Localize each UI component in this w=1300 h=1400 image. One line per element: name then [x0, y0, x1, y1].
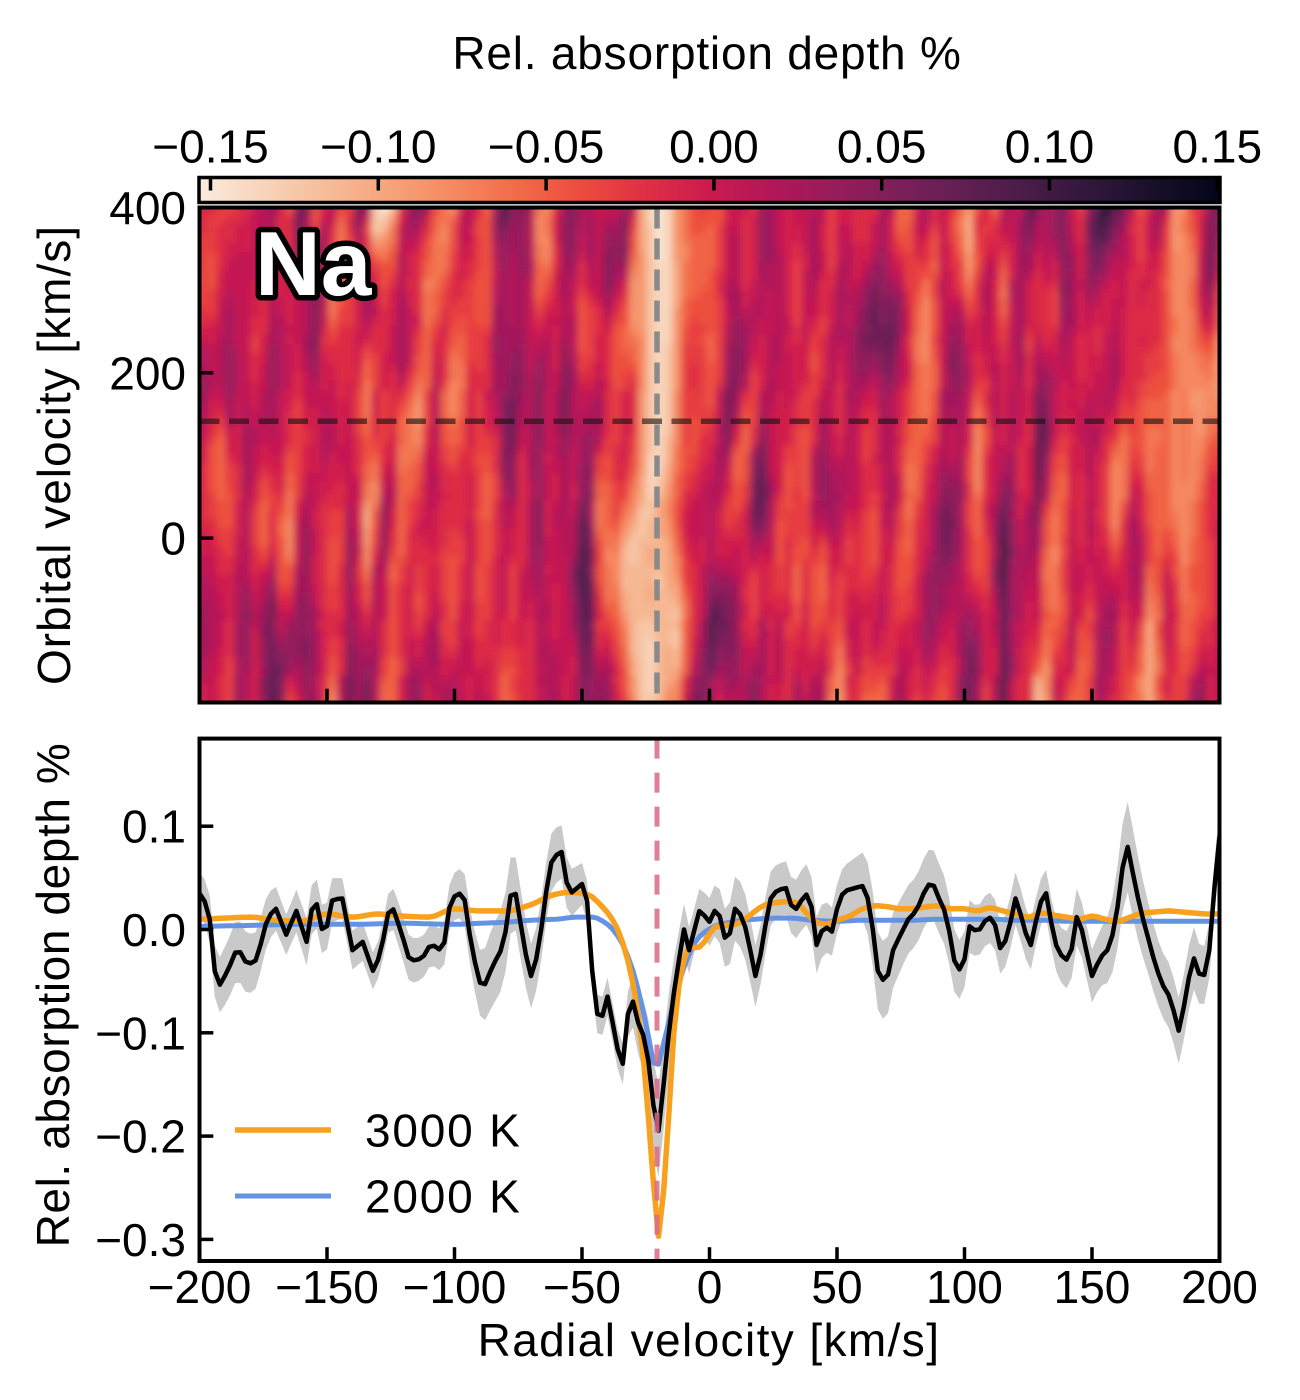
- svg-text:0.00: 0.00: [669, 121, 759, 173]
- svg-text:0.0: 0.0: [122, 904, 186, 956]
- svg-text:−0.15: −0.15: [152, 121, 268, 173]
- svg-text:0.05: 0.05: [837, 121, 927, 173]
- svg-text:3000 K: 3000 K: [365, 1105, 522, 1157]
- svg-text:200: 200: [109, 347, 186, 399]
- svg-text:150: 150: [1054, 1261, 1131, 1313]
- svg-text:−50: −50: [543, 1261, 621, 1313]
- svg-text:200: 200: [1181, 1261, 1258, 1313]
- svg-text:0: 0: [697, 1261, 723, 1313]
- svg-text:Na: Na: [255, 214, 373, 315]
- svg-text:Rel. absorption depth %: Rel. absorption depth %: [27, 743, 79, 1248]
- svg-text:0.10: 0.10: [1005, 121, 1095, 173]
- svg-text:−200: −200: [148, 1261, 252, 1313]
- svg-text:−150: −150: [275, 1261, 379, 1313]
- svg-text:Rel. absorption depth %: Rel. absorption depth %: [452, 27, 961, 79]
- svg-text:2000 K: 2000 K: [365, 1171, 522, 1223]
- svg-text:0.15: 0.15: [1173, 121, 1263, 173]
- svg-text:Orbital velocity [km/s]: Orbital velocity [km/s]: [28, 225, 80, 685]
- svg-text:Radial velocity [km/s]: Radial velocity [km/s]: [478, 1314, 941, 1366]
- svg-text:−0.10: −0.10: [320, 121, 436, 173]
- svg-text:100: 100: [926, 1261, 1003, 1313]
- svg-text:−0.2: −0.2: [95, 1111, 186, 1163]
- svg-text:0: 0: [160, 513, 186, 565]
- svg-text:−0.1: −0.1: [95, 1007, 186, 1059]
- svg-text:Na: Na: [255, 214, 373, 315]
- svg-text:400: 400: [109, 182, 186, 234]
- svg-text:0.1: 0.1: [122, 801, 186, 853]
- svg-text:−0.3: −0.3: [95, 1214, 186, 1266]
- svg-text:−0.05: −0.05: [488, 121, 604, 173]
- svg-text:50: 50: [811, 1261, 862, 1313]
- svg-text:−100: −100: [403, 1261, 507, 1313]
